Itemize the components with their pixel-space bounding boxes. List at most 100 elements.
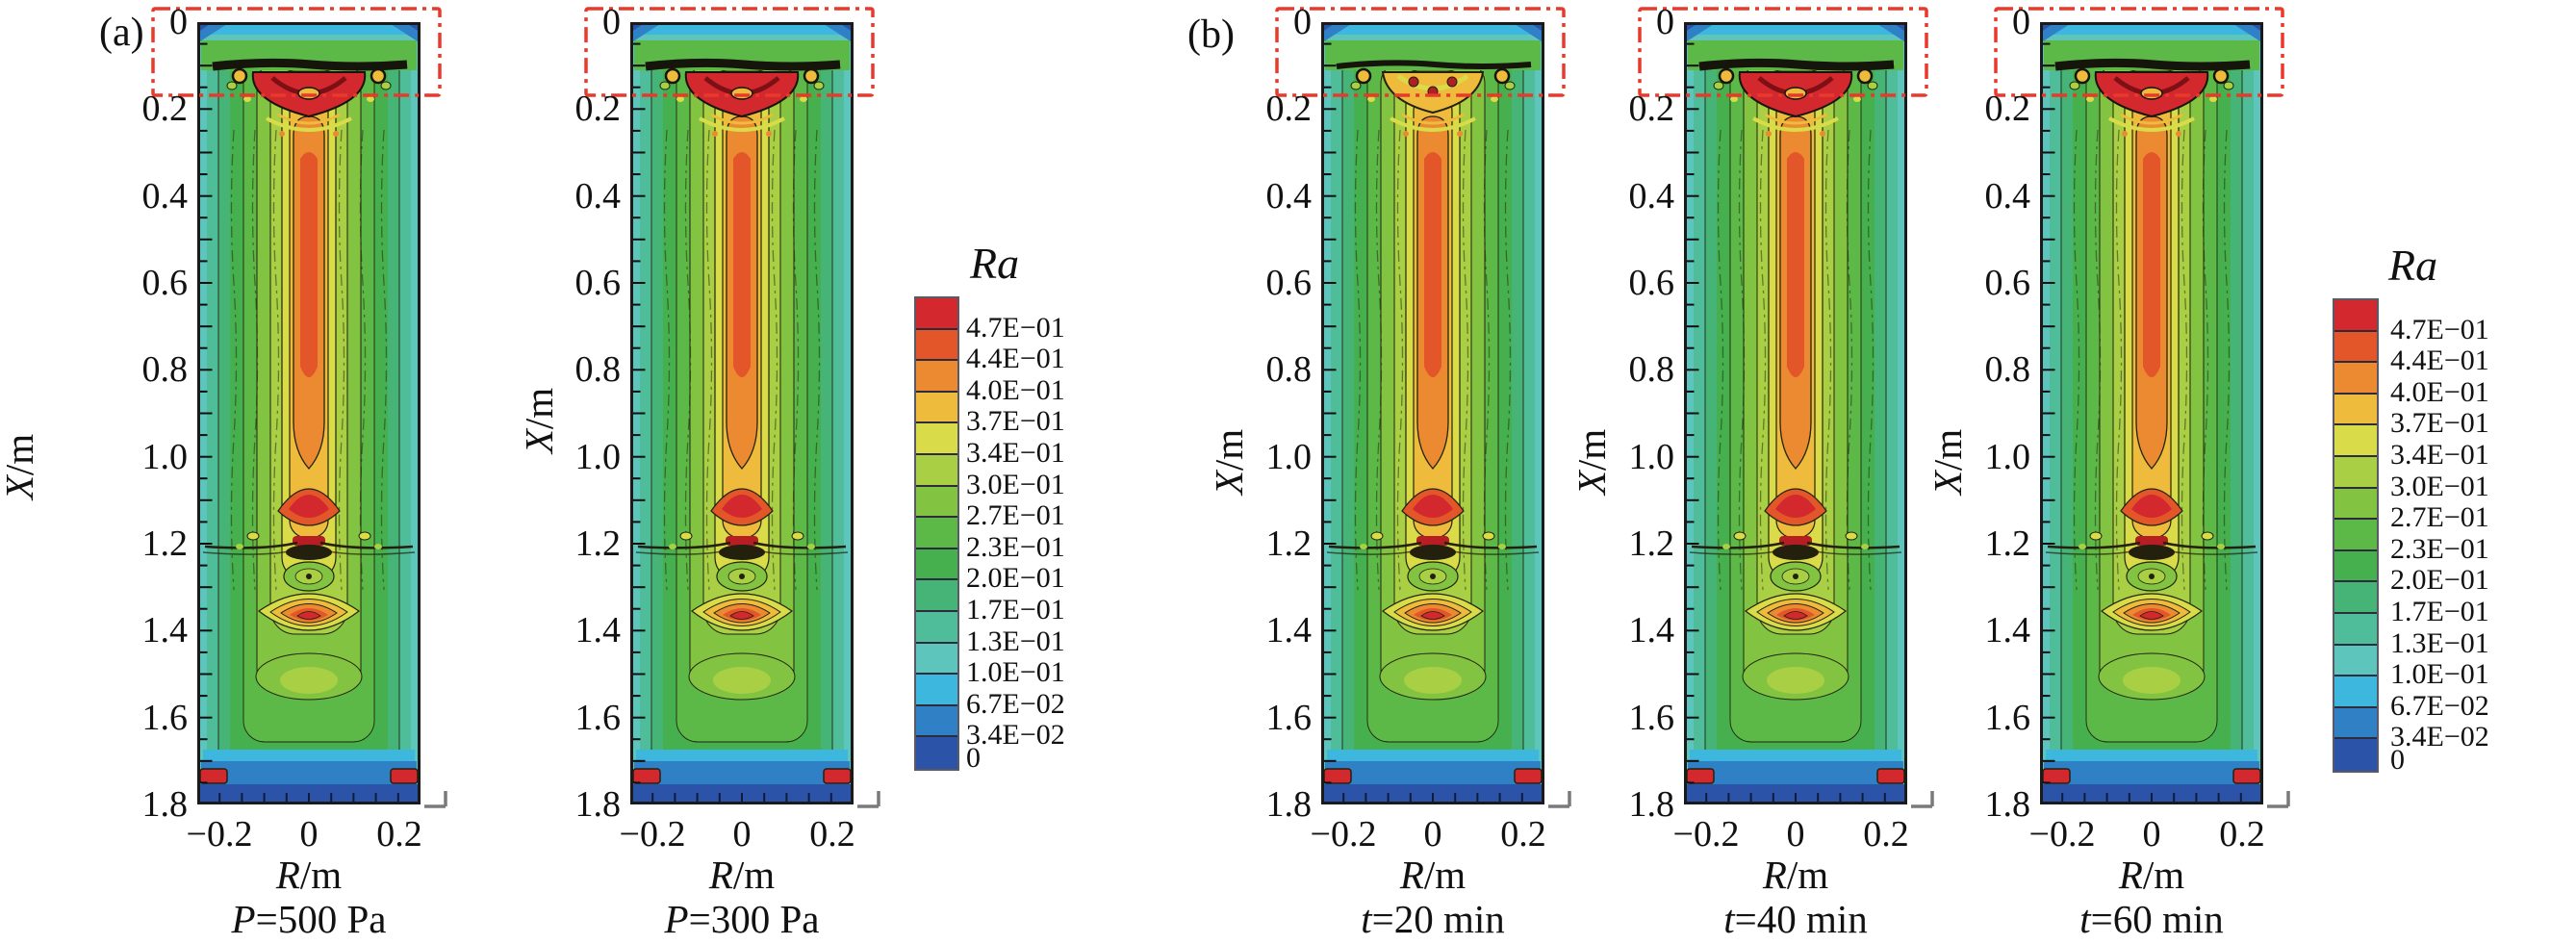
- y-tick-label: 1.4: [1628, 610, 1675, 651]
- y-tick-label: 0.8: [1984, 349, 2031, 391]
- colorbar-block: [916, 580, 957, 612]
- colorbar-tick-label: 1.7E−01: [966, 594, 1065, 625]
- x-axis-title: R/m: [708, 853, 776, 897]
- colorbar-title: Ra: [2388, 241, 2438, 290]
- x-tick-label: −0.2: [619, 814, 686, 855]
- colorbar-tick-label: 3.0E−01: [966, 468, 1065, 500]
- colorbar-title: Ra: [970, 239, 1020, 288]
- y-tick-label: 1.4: [1265, 610, 1313, 651]
- plot-caption: t=60 min: [2079, 897, 2224, 941]
- y-axis-title: X/m: [1207, 428, 1251, 496]
- colorbar-block: [916, 392, 957, 424]
- y-tick-label: 0.6: [141, 262, 189, 303]
- colorbar-tick-label: 2.7E−01: [2390, 501, 2489, 534]
- y-tick-label: 1.8: [1265, 783, 1313, 825]
- y-tick-label: 1.2: [1265, 523, 1313, 564]
- colorbar-tick-label: 3.4E−01: [2390, 439, 2489, 471]
- colorbar-block: [2334, 394, 2377, 426]
- colorbar-block: [2334, 550, 2377, 583]
- colorbar-block: [916, 454, 957, 487]
- x-axis-title: R/m: [1399, 853, 1467, 897]
- y-tick-label: 0.4: [1265, 175, 1313, 217]
- y-tick-label: 0.4: [1628, 175, 1675, 217]
- colorbar-block: [2334, 645, 2377, 677]
- colorbar-tick-label: 3.4E−02: [966, 719, 1065, 752]
- colorbar-tick-label: 0: [2390, 744, 2405, 776]
- y-tick-label: 0.6: [1628, 262, 1675, 303]
- x-axis-title: R/m: [275, 853, 343, 897]
- y-tick-label: 0: [169, 2, 188, 42]
- colorbar-block: [2334, 739, 2377, 771]
- colorbar-block: [2334, 488, 2377, 521]
- colorbar-tick-label: 4.7E−01: [966, 311, 1065, 344]
- colorbar-tick-label: 4.7E−01: [2390, 313, 2489, 345]
- colorbar-tick-label: 6.7E−02: [2390, 689, 2489, 722]
- y-tick-label: 0.2: [574, 89, 622, 130]
- y-tick-label: 1.8: [1628, 783, 1675, 825]
- colorbar-block: [2334, 520, 2377, 551]
- colorbar-tick-label: 4.0E−01: [966, 373, 1065, 406]
- plot-caption: P=500 Pa: [231, 897, 387, 941]
- y-tick-label: 1.0: [574, 436, 622, 477]
- colorbar-block: [2334, 425, 2377, 457]
- y-tick-label: 1.4: [141, 610, 189, 651]
- colorbar-block: [2334, 363, 2377, 395]
- y-tick-label: 1.0: [1265, 436, 1313, 477]
- highlight-box: [1994, 7, 2284, 97]
- contour-plot: [1994, 7, 2290, 808]
- y-tick-label: 0: [2012, 2, 2030, 42]
- x-axis-title: R/m: [2118, 853, 2185, 897]
- colorbar-block: [916, 329, 957, 362]
- y-axis-title: X/m: [1569, 428, 1614, 496]
- colorbar-block: [2334, 613, 2377, 646]
- x-tick-label: 0: [299, 814, 319, 855]
- colorbar-block: [916, 549, 957, 581]
- axis-corner-mark: [2267, 791, 2290, 808]
- contour-plot: [1638, 7, 1934, 808]
- y-tick-label: 1.6: [1984, 697, 2031, 738]
- axis-corner-mark: [1548, 791, 1571, 808]
- y-tick-label: 1.0: [1628, 436, 1675, 477]
- y-tick-label: 1.0: [141, 436, 189, 477]
- x-tick-label: 0: [2142, 814, 2161, 855]
- colorbar-tick-label: 1.7E−01: [2390, 596, 2489, 627]
- colorbar-block: [916, 643, 957, 676]
- y-tick-label: 0.2: [1984, 89, 2031, 130]
- x-tick-label: 0: [732, 814, 752, 855]
- y-axis-title: X/m: [1926, 428, 1970, 496]
- colorbar-block: [916, 675, 957, 706]
- highlight-box: [1638, 7, 1928, 97]
- colorbar-block: [916, 705, 957, 738]
- colorbar-tick-label: 3.4E−02: [2390, 721, 2489, 753]
- colorbar-tick-label: 0: [966, 742, 981, 774]
- colorbar-block: [2334, 676, 2377, 708]
- y-tick-label: 0: [602, 2, 621, 42]
- y-tick-label: 0.4: [141, 175, 189, 217]
- colorbar-block: [2334, 300, 2377, 332]
- contour-field: [1684, 22, 1907, 804]
- plot-caption: P=300 Pa: [664, 897, 820, 941]
- axis-corner-mark: [1911, 791, 1934, 808]
- colorbar-block: [2334, 582, 2377, 614]
- x-tick-label: −0.2: [1310, 814, 1377, 855]
- contour-plot: [1275, 7, 1571, 808]
- colorbar-tick-label: 4.4E−01: [966, 343, 1065, 375]
- contour-field: [197, 22, 421, 804]
- colorbar-block: [916, 423, 957, 455]
- y-tick-label: 0: [1293, 2, 1312, 42]
- y-axis-title: X/m: [517, 387, 561, 454]
- highlight-box: [1275, 7, 1566, 97]
- x-tick-label: 0: [1423, 814, 1442, 855]
- y-tick-label: 1.4: [1984, 610, 2031, 651]
- y-tick-label: 0.4: [574, 175, 622, 217]
- x-tick-label: 0.2: [809, 814, 855, 855]
- colorbar-block: [916, 298, 957, 330]
- x-tick-label: −0.2: [1672, 814, 1740, 855]
- colorbar-tick-label: 2.3E−01: [2390, 532, 2489, 565]
- colorbar-block: [2334, 456, 2377, 489]
- contour-plot: [151, 7, 447, 808]
- y-tick-label: 0.8: [141, 349, 189, 391]
- highlight-box: [584, 7, 875, 97]
- colorbar-tick-label: 1.3E−01: [966, 625, 1065, 657]
